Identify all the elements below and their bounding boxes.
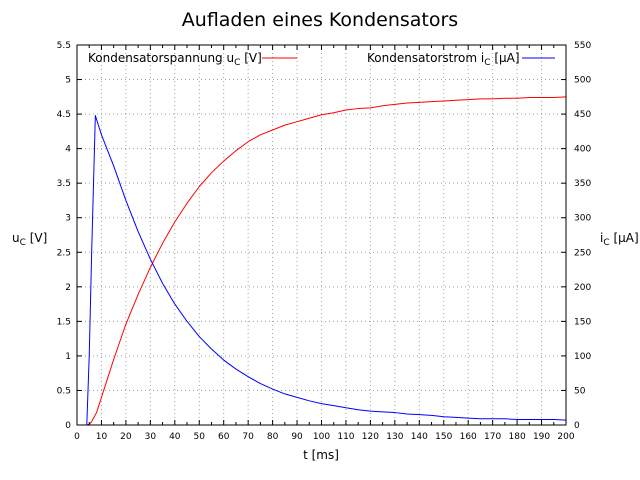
x-tick-label: 30 [145, 432, 157, 442]
x-tick-label: 200 [557, 432, 574, 442]
x-tick-label: 160 [460, 432, 477, 442]
x-tick-label: 140 [411, 432, 428, 442]
y2-tick-label: 50 [574, 386, 586, 396]
x-tick-label: 190 [533, 432, 550, 442]
x-tick-label: 120 [362, 432, 379, 442]
y2-axis-label: iC [µA] [600, 231, 639, 248]
y2-tick-label: 400 [574, 145, 591, 155]
grid [77, 45, 566, 425]
y2-tick-label: 250 [574, 248, 591, 258]
legend: Kondensatorspannung uC [V] Kondensatorst… [88, 51, 555, 68]
y-tick-label: 1.5 [57, 317, 71, 327]
x-tick-label: 90 [291, 432, 303, 442]
y2-tick-label: 100 [574, 352, 591, 362]
x-tick-label: 100 [313, 432, 330, 442]
legend-entry-voltage: Kondensatorspannung uC [V] [88, 51, 262, 68]
x-tick-label: 20 [120, 432, 132, 442]
y-tick-label: 1 [65, 352, 71, 362]
series-line-current [86, 114, 567, 426]
y-tick-label: 3.5 [57, 179, 71, 189]
x-tick-label: 150 [435, 432, 452, 442]
y-tick-label: 4.5 [57, 110, 71, 120]
axes: 0 10 20 30 40 50 60 70 80 90 100 110 120 130 140 150 160… [57, 41, 592, 442]
x-tick-label: 180 [509, 432, 526, 442]
y2-tick-label: 350 [574, 179, 591, 189]
x-tick-label: 0 [74, 432, 80, 442]
x-tick-label: 40 [169, 432, 181, 442]
y2-tick-label: 550 [574, 41, 591, 51]
y2-tick-label: 0 [574, 421, 580, 431]
series-line-voltage [86, 96, 567, 426]
y-tick-label: 4 [65, 145, 71, 155]
x-tick-label: 70 [242, 432, 254, 442]
x-tick-label: 80 [267, 432, 279, 442]
x-tick-label: 50 [194, 432, 206, 442]
y-tick-label: 3 [65, 214, 71, 224]
y2-tick-label: 450 [574, 110, 591, 120]
y-axis-label: uC [V] [12, 231, 47, 248]
x-tick-label: 110 [337, 432, 354, 442]
y-tick-label: 5 [65, 76, 71, 86]
y-tick-label: 0 [65, 421, 71, 431]
legend-entry-current: Kondensatorstrom iC [µA] [367, 51, 520, 68]
y-tick-label: 0.5 [57, 386, 71, 396]
chart-title: Aufladen eines Kondensators [182, 9, 458, 31]
x-tick-label: 60 [218, 432, 230, 442]
y2-tick-label: 500 [574, 76, 591, 86]
x-tick-label: 170 [484, 432, 501, 442]
y2-tick-label: 300 [574, 214, 591, 224]
x-tick-label: 130 [386, 432, 403, 442]
y2-tick-label: 200 [574, 283, 591, 293]
y2-tick-label: 150 [574, 317, 591, 327]
y-tick-label: 5.5 [57, 41, 71, 51]
plot-area [86, 96, 567, 426]
y-tick-label: 2 [65, 283, 71, 293]
x-tick-label: 10 [96, 432, 108, 442]
y-tick-label: 2.5 [57, 248, 71, 258]
x-axis-label: t [ms] [303, 448, 339, 462]
